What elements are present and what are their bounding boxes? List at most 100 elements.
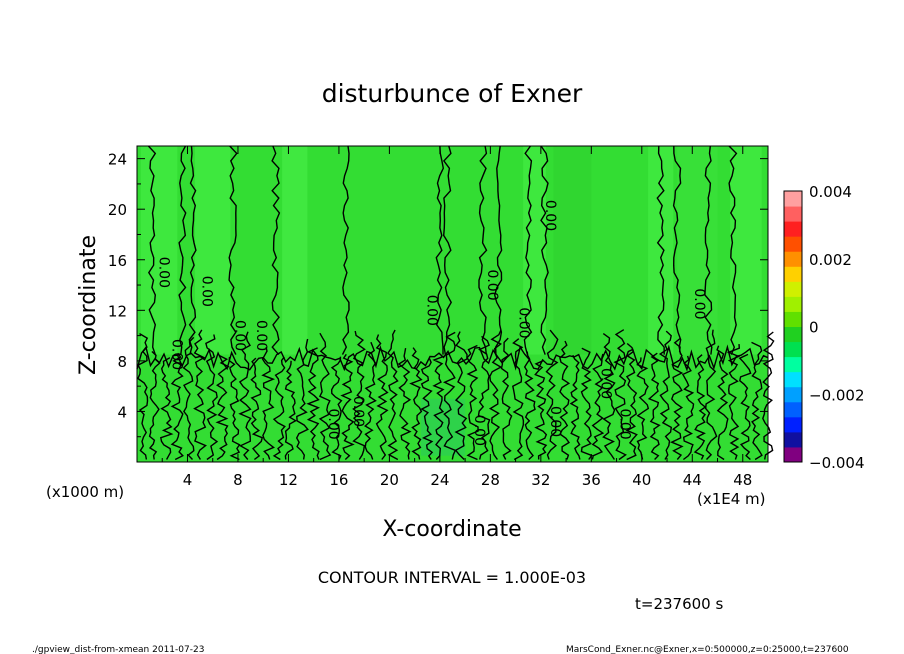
- colorbar-segment: [784, 221, 802, 237]
- contour-label: 0.00: [325, 408, 341, 439]
- contour-line: [704, 145, 713, 355]
- colorbar-segment: [784, 431, 802, 448]
- contour-line: [751, 341, 763, 461]
- contour-line: [147, 145, 157, 355]
- footer-left: ./gpview_dist-from-xmean 2011-07-23: [32, 645, 204, 654]
- contour-line: [148, 350, 161, 460]
- contour-line: [159, 357, 174, 460]
- colorbar-segment: [784, 206, 802, 222]
- contour-line: [340, 353, 355, 461]
- contour-line: [215, 354, 230, 461]
- colorbar-segment: [784, 191, 802, 207]
- time-label: t=237600 s: [635, 595, 723, 613]
- colorbar-segment: [784, 296, 802, 312]
- contour-line: [636, 357, 650, 460]
- y-tick-label: 24: [108, 151, 127, 169]
- contour-line: [716, 345, 729, 461]
- y-tick-label: 8: [117, 353, 127, 371]
- colorbar-segment: [784, 386, 802, 403]
- y-tick-label: 12: [108, 302, 127, 320]
- contour-line: [330, 356, 343, 460]
- x-tick-label: 24: [430, 471, 449, 489]
- contour-line: [250, 357, 264, 461]
- field-band: [648, 146, 674, 355]
- y-axis: 4 8 12 16 20 24: [108, 151, 768, 438]
- contour-line: [193, 329, 207, 460]
- contour-line: [295, 338, 309, 460]
- contour-line: [738, 353, 752, 461]
- x-axis-label: X-coordinate: [382, 517, 521, 542]
- y-tick-label: 16: [108, 252, 127, 270]
- contour-label: 0.00: [515, 307, 531, 338]
- contour-line: [569, 354, 581, 460]
- contour-line: [318, 332, 332, 461]
- contour-line: [228, 356, 241, 461]
- contour-line: [375, 334, 389, 460]
- contour-line: [178, 145, 187, 355]
- field-band: [730, 146, 762, 355]
- field-band: [553, 146, 592, 355]
- x-tick-label: 28: [481, 471, 500, 489]
- contour-line: [523, 145, 533, 355]
- colorbar-segment: [784, 401, 802, 418]
- contour-line: [625, 342, 638, 461]
- contour-line: [386, 329, 399, 461]
- y-tick-label: 20: [108, 201, 127, 219]
- colorbar-segment: [784, 416, 802, 433]
- x-tick-label: 12: [279, 471, 298, 489]
- colorbar-segment: [784, 371, 802, 388]
- x-tick-label: 40: [632, 471, 651, 489]
- contour-line: [478, 145, 488, 355]
- contour-line: [591, 353, 605, 460]
- x-tick-label: 48: [733, 471, 752, 489]
- colorbar-segment: [784, 281, 802, 297]
- contour-label: 0.00: [542, 200, 558, 231]
- contour-line: [704, 329, 718, 460]
- contour-line: [523, 351, 536, 461]
- contour-line: [559, 340, 571, 460]
- contour-line: [728, 145, 738, 355]
- contour-line: [432, 355, 445, 460]
- contour-line: [306, 347, 320, 460]
- chart-title: disturbunce of Exner: [322, 79, 583, 108]
- x-tick-label: 36: [582, 471, 601, 489]
- colorbar-tick-label: 0.004: [809, 183, 852, 201]
- contour-line: [613, 329, 627, 461]
- colorbar-segment: [784, 236, 802, 252]
- contour-line: [500, 337, 513, 460]
- contour-line: [681, 355, 695, 461]
- contour-line: [409, 347, 423, 460]
- contour-label: 0.00: [253, 320, 269, 351]
- contour-line: [762, 331, 775, 460]
- field-band: [677, 146, 718, 355]
- contour-line: [261, 346, 276, 460]
- contour-line: [228, 145, 238, 355]
- x-axis: 4 8 12 16 20 24 28 32 36 40 44 48: [161, 146, 752, 489]
- colorbar-tick-label: −0.002: [809, 386, 865, 404]
- x-tick-label: 16: [329, 471, 348, 489]
- colorbar-frame: [783, 190, 803, 463]
- contour-line: [658, 330, 673, 460]
- colorbar-segment: [784, 311, 802, 327]
- contour-line: [488, 329, 503, 460]
- contour-labels: 0.000.000.000.00 0.000.00 0.000.000.000.00…: [156, 200, 707, 446]
- colorbar-segment: [784, 356, 802, 373]
- contour-label: 0.00: [547, 406, 563, 437]
- contour-line: [397, 347, 412, 460]
- contour-line: [435, 145, 445, 355]
- field-band: [140, 146, 178, 355]
- contour-line: [188, 145, 197, 355]
- colorbar-segment: [784, 446, 802, 463]
- contour-line: [170, 352, 184, 461]
- contour-line: [442, 145, 453, 355]
- y-tick-label: 4: [117, 403, 127, 421]
- colorbar-tick-label: 0: [809, 319, 819, 337]
- footer-right: MarsCond_Exner.nc@Exner,x=0:500000,z=0:2…: [566, 645, 849, 654]
- x-tick-label: 44: [683, 471, 702, 489]
- field-band: [195, 146, 231, 355]
- contour-label: 0.00: [597, 368, 613, 399]
- x-tick-label: 4: [183, 471, 193, 489]
- contour-line: [647, 352, 661, 460]
- contour-label: 0.00: [471, 415, 487, 446]
- x-tick-label: 20: [380, 471, 399, 489]
